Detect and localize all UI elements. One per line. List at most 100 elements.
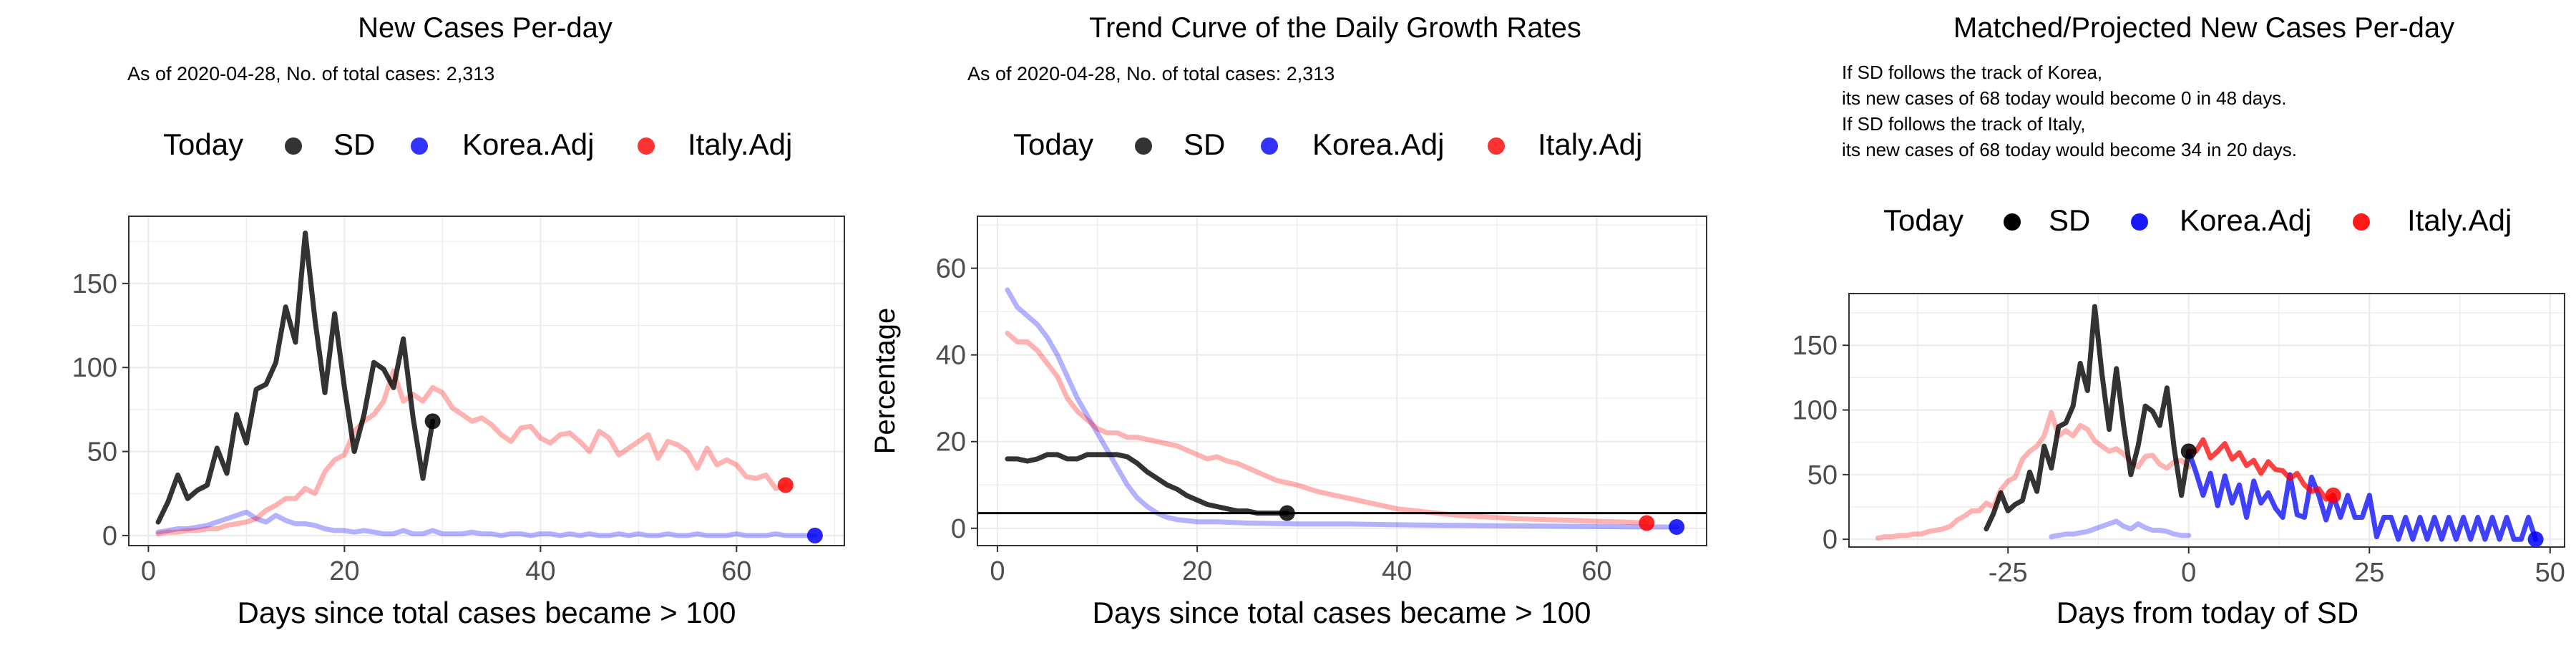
- x-tick-label: 0: [141, 556, 156, 586]
- chart-panel-growth-rates: Trend Curve of the Daily Growth Rates As…: [859, 0, 1717, 644]
- grid-lines: [1849, 294, 2565, 547]
- series-line-italy-adj-projected: [2186, 437, 2336, 502]
- x-tick-label: 60: [1581, 556, 1611, 586]
- today-point-korea-adj: [806, 527, 823, 543]
- legend-key-korea: [411, 137, 428, 155]
- series-line-sd: [1005, 452, 1290, 516]
- annotation-line-1: If SD follows the track of Korea,: [1842, 62, 2102, 83]
- x-tick-label: 20: [1182, 556, 1212, 586]
- x-axis-label: Days from today of SD: [2057, 596, 2358, 629]
- legend-title: Today: [163, 127, 243, 161]
- today-point-sd: [2180, 443, 2197, 460]
- today-point-sd: [1279, 505, 1295, 521]
- chart-svg-3: Matched/Projected New Cases Per-day If S…: [1792, 12, 2565, 629]
- series-line-korea-adj: [155, 509, 818, 538]
- series-lines: [1005, 287, 1679, 530]
- chart-subtitle: As of 2020-04-28, No. of total cases: 2,…: [967, 63, 1335, 84]
- y-tick-label: 150: [1792, 331, 1838, 361]
- today-point-italy-adj: [2325, 487, 2341, 503]
- chart-svg-1: New Cases Per-day As of 2020-04-28, No. …: [72, 12, 845, 629]
- grid-lines: [977, 216, 1707, 546]
- series-line-korea-adj-projected: [2186, 448, 2539, 542]
- legend-label-sd: SD: [1184, 127, 1225, 161]
- annotation-line-3: If SD follows the track of Italy,: [1842, 113, 2086, 135]
- series-lines: [155, 231, 818, 538]
- x-tick-label: 0: [990, 556, 1005, 586]
- x-tick-label: 50: [2535, 558, 2565, 588]
- x-tick-label: 0: [2181, 558, 2196, 588]
- legend-key-sd: [2004, 213, 2021, 231]
- axis-ticks: 0 20 40 60 0 50 100 150: [72, 269, 752, 586]
- legend-label-korea: Korea.Adj: [1312, 127, 1444, 161]
- axis-ticks: -25 0 25 50 0 50 100 150: [1792, 331, 2565, 588]
- legend-title: Today: [1013, 127, 1093, 161]
- series-line-italy-adj-history: [1875, 410, 2192, 541]
- today-points: [2180, 443, 2544, 548]
- legend-label-italy: Italy.Adj: [1538, 127, 1642, 161]
- plot-border: [977, 216, 1707, 546]
- plot-border: [128, 216, 845, 546]
- today-points: [424, 413, 823, 543]
- legend-label-korea: Korea.Adj: [2180, 203, 2311, 237]
- legend-key-italy: [2353, 213, 2370, 231]
- legend-label-sd: SD: [333, 127, 375, 161]
- legend-key-sd: [1135, 137, 1152, 155]
- chart-title: Trend Curve of the Daily Growth Rates: [1089, 12, 1581, 44]
- chart-title: New Cases Per-day: [358, 12, 613, 44]
- x-tick-label: 60: [721, 556, 751, 586]
- today-point-sd: [424, 413, 441, 430]
- y-tick-label: 60: [936, 254, 966, 284]
- legend-title: Today: [1883, 203, 1963, 237]
- legend-label-italy: Italy.Adj: [688, 127, 792, 161]
- y-tick-label: 0: [951, 514, 966, 544]
- chart-subtitle: As of 2020-04-28, No. of total cases: 2,…: [127, 63, 494, 84]
- y-tick-label: 0: [1823, 525, 1838, 555]
- legend-key-italy: [638, 137, 655, 155]
- today-point-italy-adj: [1639, 515, 1655, 531]
- series-line-italy-adj: [155, 368, 789, 537]
- legend: Today SD Korea.Adj Italy.Adj: [1883, 203, 2512, 237]
- x-tick-label: 20: [329, 556, 359, 586]
- axis-ticks: 0 20 40 60 0 20 40 60: [936, 254, 1612, 586]
- y-tick-label: 40: [936, 341, 966, 371]
- chart-title: Matched/Projected New Cases Per-day: [1953, 12, 2454, 44]
- y-tick-label: 50: [87, 437, 117, 468]
- x-tick-label: 25: [2354, 558, 2384, 588]
- chart-panel-new-cases: New Cases Per-day As of 2020-04-28, No. …: [0, 0, 859, 644]
- today-points: [1279, 505, 1685, 535]
- series-lines: [1875, 304, 2539, 542]
- y-tick-label: 50: [1807, 460, 1838, 490]
- legend: Today SD Korea.Adj Italy.Adj: [163, 127, 792, 161]
- x-tick-label: 40: [525, 556, 555, 586]
- x-tick-label: 40: [1382, 556, 1412, 586]
- legend-key-sd: [285, 137, 302, 155]
- y-tick-label: 100: [1792, 396, 1838, 426]
- today-point-korea-adj: [2527, 531, 2544, 548]
- today-point-korea-adj: [1669, 518, 1685, 535]
- plot-area: [1849, 294, 2565, 547]
- plot-area: [129, 216, 844, 546]
- y-tick-label: 100: [72, 353, 117, 383]
- chart-panel-projected: Matched/Projected New Cases Per-day If S…: [1717, 0, 2576, 644]
- legend: Today SD Korea.Adj Italy.Adj: [1013, 127, 1642, 161]
- series-line-sd: [155, 231, 436, 525]
- plot-border: [1848, 293, 2565, 548]
- y-tick-label: 0: [102, 521, 117, 551]
- grid-lines: [129, 216, 844, 546]
- plot-area: [977, 216, 1707, 546]
- series-line-korea-adj: [1005, 287, 1679, 530]
- legend-label-korea: Korea.Adj: [462, 127, 594, 161]
- legend-label-sd: SD: [2049, 203, 2090, 237]
- series-line-sd: [1984, 304, 2192, 532]
- series-line-korea-adj-history: [2049, 518, 2192, 540]
- chart-svg-2: Trend Curve of the Daily Growth Rates As…: [869, 12, 1707, 629]
- series-line-italy-adj: [1005, 330, 1649, 526]
- x-axis-label: Days since total cases became > 100: [1093, 596, 1591, 629]
- legend-key-korea: [1261, 137, 1278, 155]
- annotation-line-4: its new cases of 68 today would become 3…: [1842, 139, 2297, 160]
- y-tick-label: 20: [936, 427, 966, 458]
- x-axis-label: Days since total cases became > 100: [238, 596, 736, 629]
- legend-label-italy: Italy.Adj: [2407, 203, 2512, 237]
- annotation-line-2: its new cases of 68 today would become 0…: [1842, 87, 2286, 109]
- y-axis-label: Percentage: [869, 308, 901, 455]
